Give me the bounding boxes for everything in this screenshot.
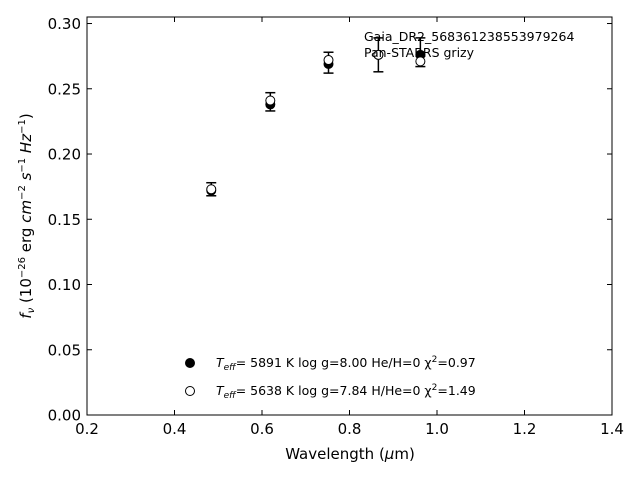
x-tick-label: 1.4 <box>600 420 624 438</box>
model-point-open <box>373 49 384 60</box>
x-tick-label: 0.2 <box>75 420 99 438</box>
data-points <box>206 49 426 196</box>
y-tick-label: 0.20 <box>48 146 81 164</box>
x-tick-label: 0.6 <box>250 420 274 438</box>
error-bars <box>206 37 426 197</box>
y-tick-label: 0.30 <box>48 15 81 33</box>
y-tick-label: 0.00 <box>48 407 81 425</box>
x-tick-label: 1.2 <box>513 420 537 438</box>
axis-ticks: 0.2 0.4 0.6 0.8 1.0 1.2 1.4 0.00 0.05 0.10 0.15 0.2… <box>48 15 624 438</box>
annotation-object-id: Gaia_DR2_568361238553979264 <box>364 29 574 44</box>
y-tick-label: 0.10 <box>48 276 81 294</box>
annotation-survey: Pan-STARRS grizy <box>364 45 475 60</box>
y-tick-label: 0.05 <box>48 341 81 359</box>
model-point-open <box>265 95 276 106</box>
x-tick-label: 0.8 <box>338 420 362 438</box>
model-point-open <box>323 55 334 66</box>
x-tick-label: 1.0 <box>425 420 449 438</box>
model-point-open <box>415 56 426 67</box>
x-axis-label: Wavelength (μm) <box>285 445 415 463</box>
legend-marker-open <box>185 386 195 396</box>
model-point-open <box>206 184 217 195</box>
y-tick-label: 0.25 <box>48 80 81 98</box>
legend: Teff= 5891 K log g=8.00 He/H=0 χ2=0.97 T… <box>185 355 476 401</box>
legend-marker-filled <box>185 358 195 368</box>
x-tick-label: 0.4 <box>163 420 187 438</box>
legend-label-open: Teff= 5638 K log g=7.84 H/He=0 χ2=1.49 <box>216 383 476 401</box>
y-axis-label: fν (10−26 erg cm−2 s−1 Hz−1) <box>17 113 37 318</box>
y-tick-label: 0.15 <box>48 211 81 229</box>
legend-label-filled: Teff= 5891 K log g=8.00 He/H=0 χ2=0.97 <box>216 355 476 373</box>
